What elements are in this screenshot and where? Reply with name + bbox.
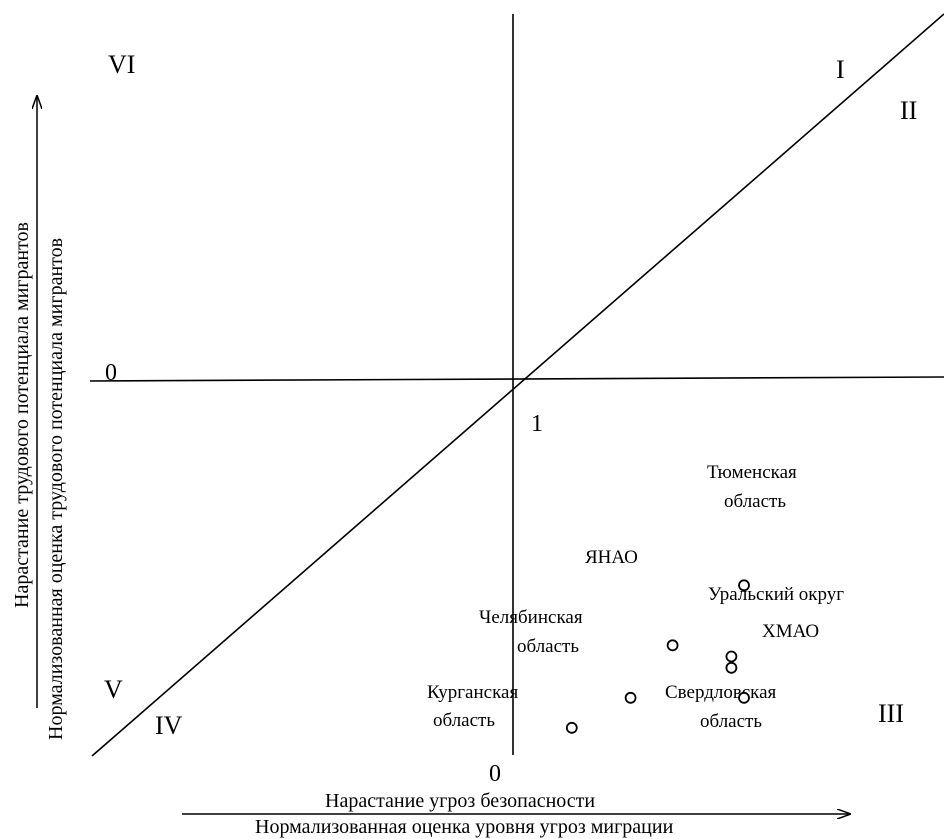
- x-axis-subtitle: Нарастание угроз безопасности: [325, 790, 595, 812]
- point-label-kurgan-line1: Курганская: [427, 682, 518, 703]
- zone-label-v: V: [104, 675, 123, 704]
- x-origin-label: 0: [489, 761, 501, 787]
- zone-label-ii: II: [900, 96, 917, 125]
- point-label-tyumen-line1: Тюменская: [707, 462, 797, 483]
- data-point-chelyabinsk: [624, 691, 637, 704]
- center-label: 1: [531, 411, 543, 437]
- y-axis-outer-title: Нарастание трудового потенциала мигранто…: [11, 222, 33, 608]
- y-origin-label: 0: [105, 360, 117, 386]
- point-label-yanao: ЯНАО: [585, 547, 638, 568]
- zone-label-i: I: [836, 55, 845, 84]
- zone-label-iv: IV: [155, 711, 183, 740]
- point-label-sverdlovsk-line1: Свердловская: [665, 682, 777, 703]
- x-axis: [89, 376, 944, 382]
- point-label-sverdlovsk-line2: область: [700, 711, 762, 732]
- data-point-tyumen: [738, 579, 750, 592]
- zone-label-vi: VI: [108, 50, 135, 79]
- data-point-ural-okrug: [725, 661, 738, 674]
- point-label-kurgan-line2: область: [433, 710, 495, 731]
- point-label-chelyabinsk-line2: область: [517, 636, 579, 657]
- y-axis-title: Нормализованная оценка трудового потенци…: [45, 238, 67, 740]
- x-axis-title: Нормализованная оценка уровня угроз мигр…: [255, 816, 674, 838]
- diagonal-line: [91, 13, 944, 757]
- data-points: [565, 579, 750, 734]
- point-label-ural-okrug: Уральский округ: [708, 584, 844, 605]
- data-point-khmao: [725, 650, 738, 663]
- point-label-tyumen-line2: область: [724, 491, 786, 512]
- point-label-khmao: ХМАО: [762, 621, 819, 642]
- data-point-yanao: [666, 639, 679, 652]
- zone-label-iii: III: [878, 699, 904, 728]
- data-point-sverdlovsk: [738, 691, 750, 704]
- point-label-chelyabinsk-line1: Челябинская: [479, 607, 583, 628]
- data-point-kurgan: [565, 721, 578, 734]
